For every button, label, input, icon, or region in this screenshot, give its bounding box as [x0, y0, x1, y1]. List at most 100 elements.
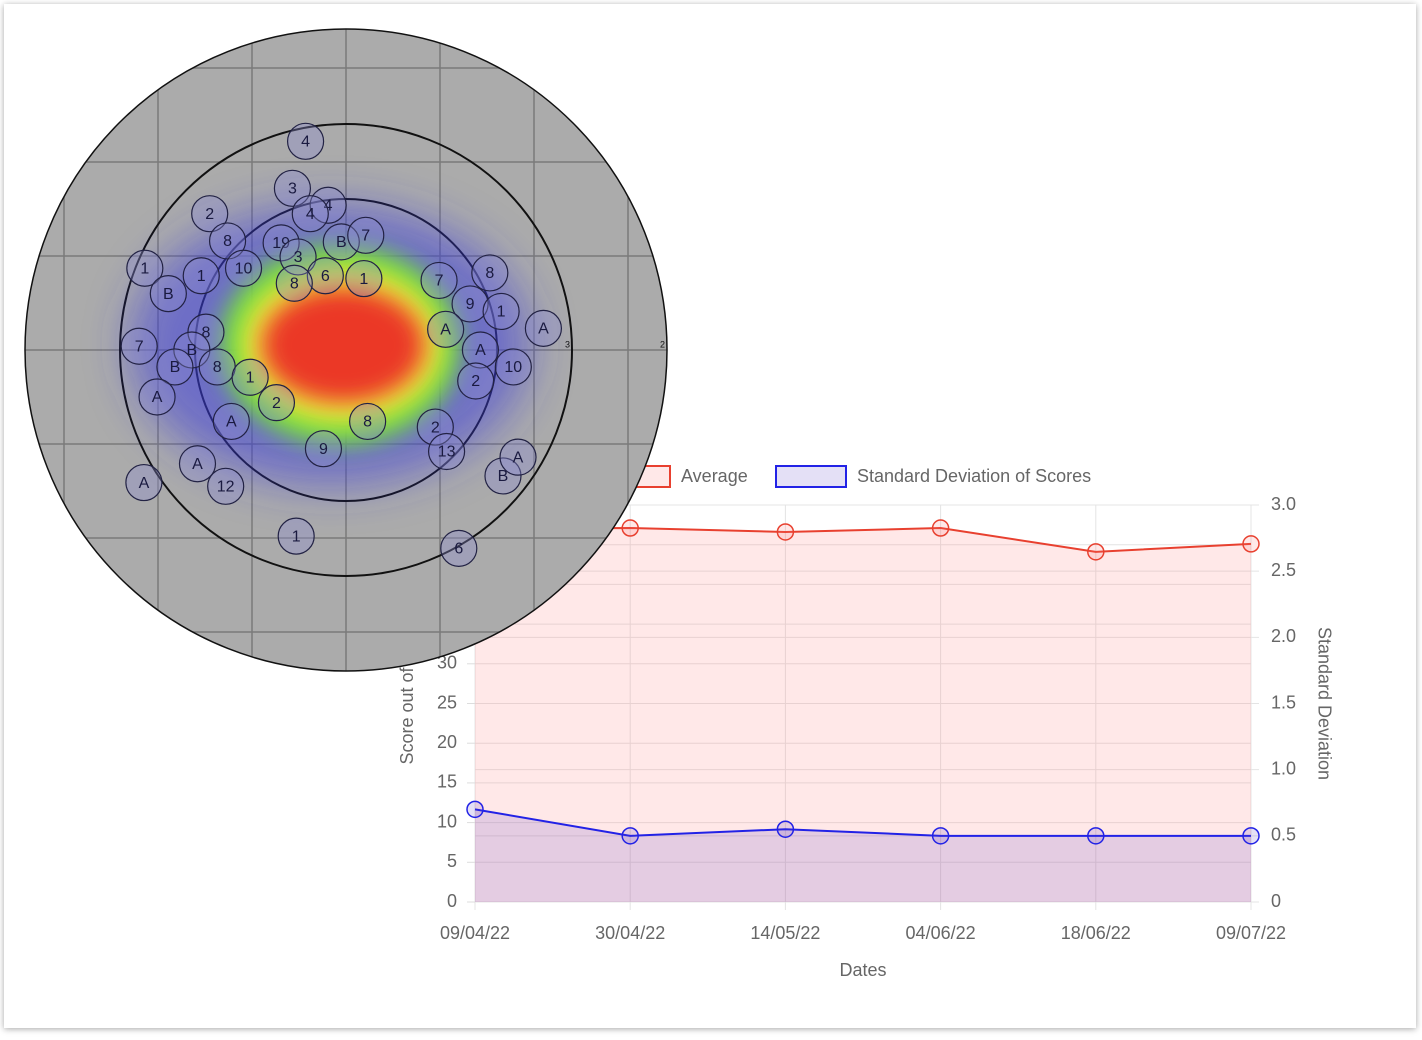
shot: 9 [304, 430, 343, 468]
shot: 1 [482, 292, 520, 331]
area [475, 528, 1251, 902]
shot: 1 [345, 259, 383, 298]
shot-label: 10 [235, 260, 253, 277]
y2-tick-label: 3.0 [1271, 494, 1296, 514]
shot-marker [126, 249, 164, 287]
shot-marker [286, 122, 325, 160]
shot-marker [524, 309, 563, 347]
y-tick-label: 5 [447, 851, 457, 871]
shot-label: A [513, 449, 524, 466]
shot-label: A [152, 389, 163, 406]
y2-tick-label: 2.0 [1271, 626, 1296, 646]
shot-marker [273, 169, 312, 207]
shot-marker [149, 275, 187, 313]
shot: 8 [349, 402, 387, 441]
x-tick-label: 09/07/22 [1216, 923, 1286, 943]
shot-label: 7 [135, 338, 144, 355]
y-tick-label: 25 [437, 692, 457, 712]
shot: 6 [440, 529, 478, 567]
shot-label: 2 [205, 206, 214, 223]
shot-label: A [538, 321, 549, 338]
shot-label: A [192, 456, 203, 473]
y-axis-title: Score out of 50 [397, 642, 417, 764]
shot: A [524, 309, 563, 347]
shot-label: 10 [504, 359, 522, 376]
shot-label: 12 [217, 479, 235, 496]
shot-marker [231, 358, 269, 396]
shot-marker [451, 285, 489, 323]
shot: A [461, 331, 500, 369]
shot: 7 [420, 261, 458, 300]
shot: A [138, 378, 176, 416]
y2-axis-title: Standard Deviation [1314, 627, 1334, 780]
shot: 2 [191, 195, 229, 233]
shot-marker [212, 402, 250, 441]
shot: B [149, 275, 187, 313]
legend-label: Average [681, 466, 748, 486]
point [621, 827, 639, 845]
x-tick-label: 14/05/22 [750, 923, 820, 943]
shot-marker [347, 216, 385, 254]
shot-label: 6 [454, 541, 463, 558]
shot: A [125, 463, 163, 502]
shot-label: A [226, 414, 237, 431]
legend-swatch [775, 465, 847, 488]
shot: 7 [347, 216, 385, 254]
shot: 1 [126, 249, 164, 287]
shot: 8 [471, 254, 509, 292]
area [475, 809, 1251, 902]
shot: 12 [207, 467, 245, 505]
shot-label: 8 [485, 265, 494, 282]
shot: B [156, 348, 194, 386]
shot-marker [125, 463, 163, 502]
shot-marker [484, 457, 522, 495]
shot: 2 [416, 408, 454, 446]
shot-marker [120, 327, 158, 365]
point [1087, 827, 1105, 845]
shot: 13 [427, 432, 466, 471]
shot: 6 [306, 257, 344, 295]
shot: 19 [262, 224, 300, 262]
shot: 7 [120, 327, 158, 365]
shot-label: 1 [246, 369, 255, 386]
shot-label: 8 [201, 324, 210, 341]
shot: 3 [273, 169, 312, 207]
shot-label: 4 [324, 197, 333, 214]
shot-marker [322, 223, 360, 261]
shot-marker [275, 264, 313, 302]
shot-label: 8 [213, 359, 222, 376]
ring-label: 3 [565, 339, 570, 349]
shot-label: B [498, 468, 509, 485]
shot: 2 [257, 384, 296, 422]
shot-label: 2 [471, 373, 480, 390]
shot-label: 9 [466, 296, 475, 313]
shot: 1 [277, 517, 315, 555]
shot-label: 8 [223, 233, 232, 250]
shot-label: 4 [301, 134, 310, 151]
shot-label: B [336, 234, 347, 251]
shot-label: 1 [197, 268, 206, 285]
shot: 4 [309, 186, 347, 224]
shot-marker [345, 259, 383, 298]
point [931, 827, 950, 845]
shot-marker [304, 430, 343, 468]
point [1242, 827, 1260, 845]
shot-marker [471, 254, 509, 292]
shot: 10 [494, 348, 532, 386]
x-axis-title: Dates [839, 960, 886, 980]
y2-tick-label: 1.5 [1271, 692, 1296, 712]
shot-marker [461, 331, 500, 369]
shot-label: 1 [292, 528, 301, 545]
y2-tick-label: 1.0 [1271, 758, 1296, 778]
shot-label: 6 [321, 268, 330, 285]
y-tick-label: 10 [437, 811, 457, 831]
shot-label: A [440, 322, 451, 339]
shot-marker [349, 402, 387, 441]
point [776, 523, 795, 541]
y2-tick-label: 0 [1271, 891, 1281, 911]
x-tick-label: 30/04/22 [595, 923, 665, 943]
line-chart: 0510152025303540455000.51.01.52.02.53.00… [397, 465, 1334, 980]
shot-label: A [475, 342, 486, 359]
y-tick-label: 20 [437, 732, 457, 752]
